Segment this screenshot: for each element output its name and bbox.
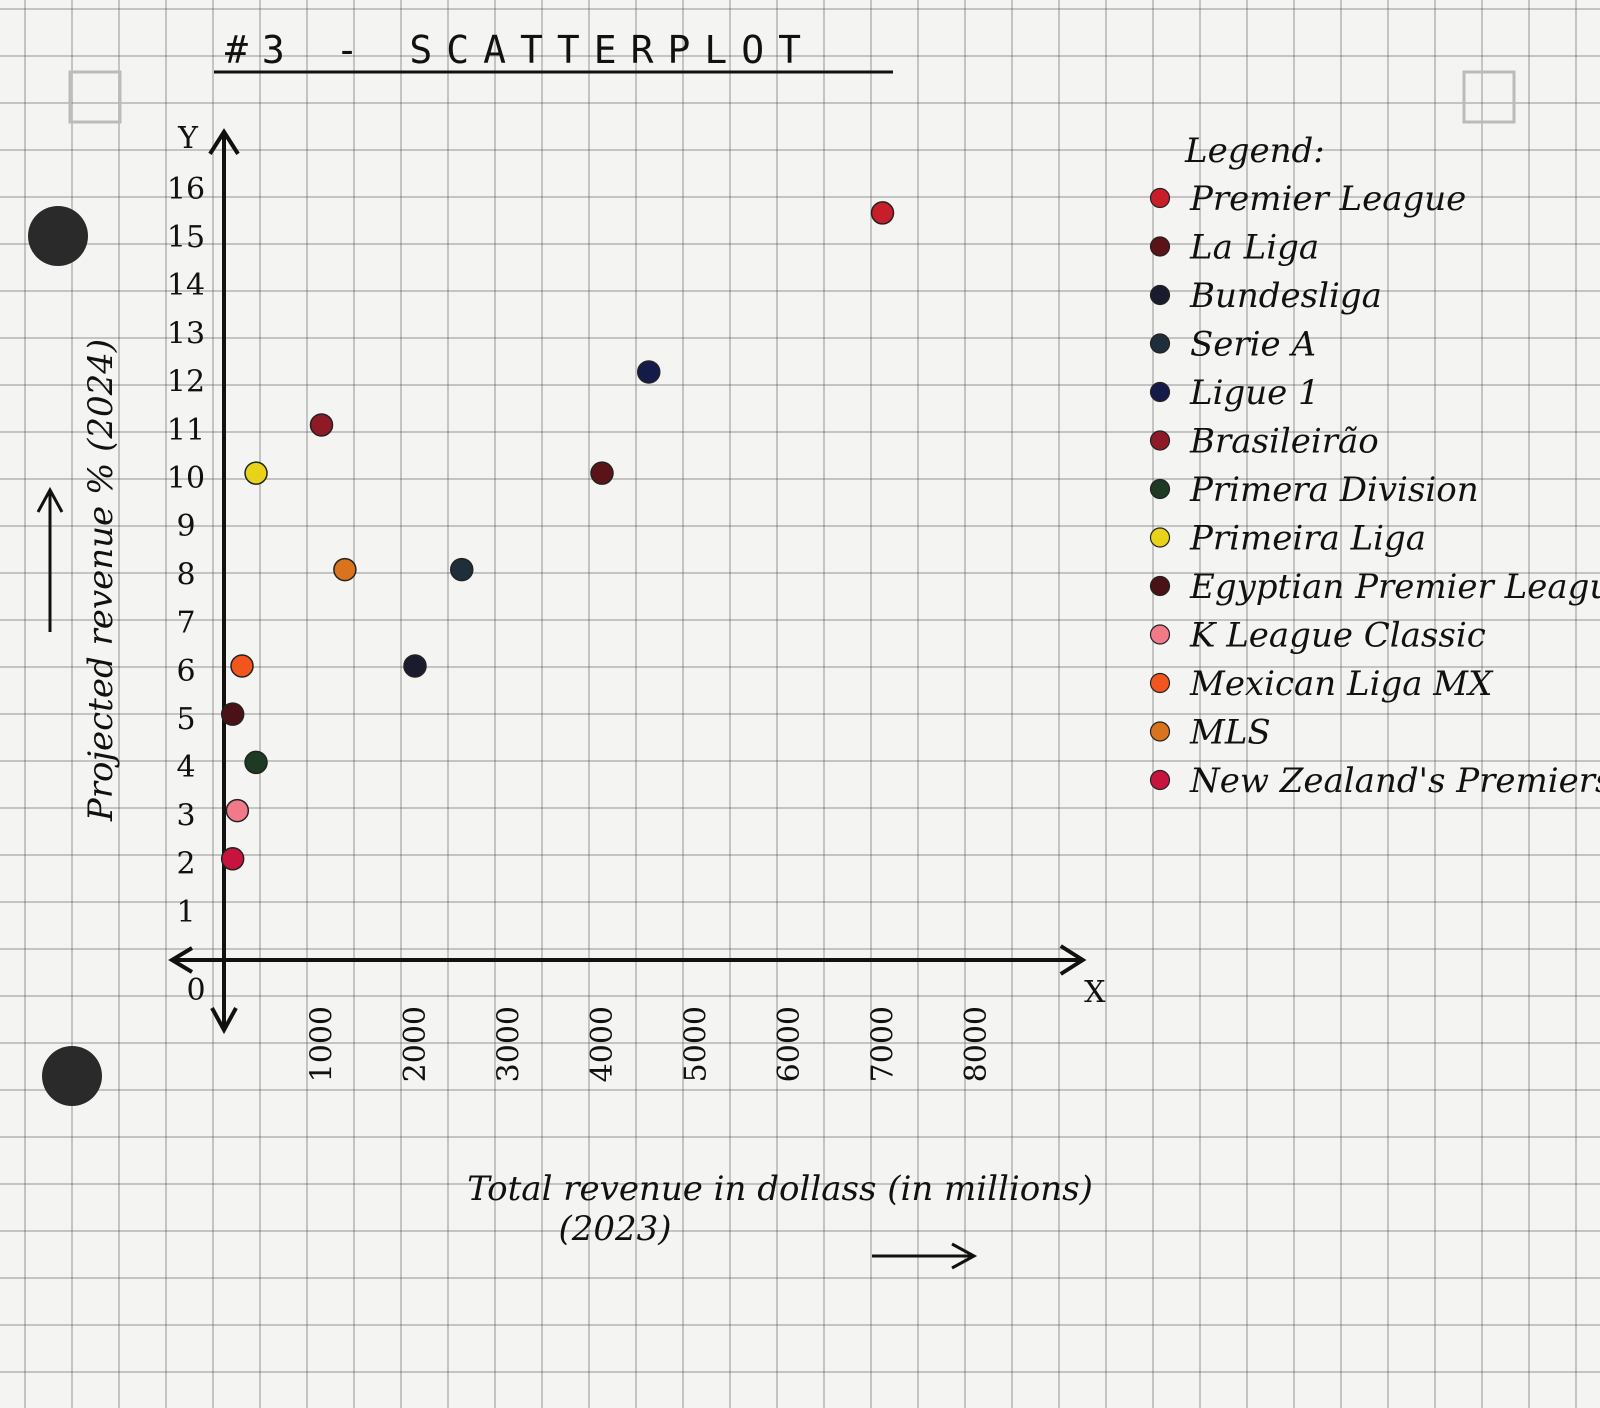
legend-label: MLS [1189,713,1271,753]
legend-marker [1149,381,1171,403]
legend-label: Premier League [1189,179,1466,219]
y-label-arrowhead [36,486,64,513]
y-tick-label: 8 [176,557,195,592]
y-tick-label: 9 [176,509,195,544]
x-tick-label: 1000 [305,1006,340,1082]
axes [168,128,1087,1035]
chart-title: #3 - SCATTERPLOT [225,28,815,72]
legend-marker [1149,721,1171,742]
data-points [220,201,895,871]
legend-marker [1149,187,1171,209]
legend-marker [1149,478,1171,500]
x-axis-end-label: X [1084,975,1106,1010]
legend: Premier League La Liga Bundesliga Serie A Li… [1149,179,1600,801]
y-tick-label: 1 [176,895,195,930]
data-point [230,654,254,678]
y-tick-label: 13 [167,316,205,351]
legend-label: Brasileirão [1189,422,1379,462]
x-tick-label: 4000 [585,1006,620,1082]
legend-marker [1149,769,1171,791]
legend-marker [1149,672,1171,694]
legend-marker [1149,236,1171,257]
legend-label: Egyptian Premier League [1189,567,1600,607]
legend-marker [1149,575,1171,597]
y-tick-label: 6 [176,654,195,689]
origin-label: 0 [186,973,205,1008]
legend-marker [1149,284,1171,306]
legend-marker [1149,624,1171,645]
x-tick-label: 8000 [959,1006,994,1082]
y-tick-label: 12 [167,365,205,400]
legend-label: Serie A [1190,325,1316,365]
y-tick-label: 15 [167,220,205,255]
data-point [870,201,895,225]
notebook-decor [28,70,1516,1106]
x-tick-label: 3000 [492,1006,527,1082]
legend-title: Legend: [1184,131,1325,171]
y-axis-bottom-arrowhead [210,1007,238,1035]
legend-marker [1149,430,1171,451]
y-tick-label: 14 [167,268,205,303]
legend-marker [1149,333,1171,354]
data-point [450,557,474,582]
binder-hole-bottom [42,1046,102,1106]
x-tick-label: 6000 [772,1006,807,1082]
data-point [403,654,427,678]
corner-mark-right [1462,70,1516,124]
data-point [220,702,245,726]
x-tick-label: 2000 [398,1006,433,1082]
y-tick-label: 11 [167,413,205,448]
legend-label: Bundesliga [1189,276,1382,316]
y-tick-label: 3 [176,798,195,833]
y-tick-label: 4 [176,750,195,785]
y-tick-label: 2 [176,847,195,882]
x-axis-arrowhead [1059,944,1087,976]
data-point [244,461,268,485]
data-point [637,360,661,384]
x-tick-label: 7000 [866,1006,901,1082]
y-tick-label: 16 [167,172,205,207]
x-label-arrowhead [951,1242,978,1270]
data-point [590,461,614,485]
data-point [244,750,268,775]
legend-label: K League Classic [1189,616,1486,656]
legend-label: Primeira Liga [1189,519,1426,559]
y-tick-label: 10 [167,461,205,496]
y-axis-end-label: Y [177,121,199,156]
legend-label: Mexican Liga MX [1189,664,1494,704]
tick-labels: 1000 2000 3000 4000 5000 6000 7000 800012345678… [167,121,1106,1082]
legend-label: Primera Division [1189,470,1479,510]
y-axis-arrowhead [208,128,240,155]
y-tick-label: 7 [176,606,195,641]
data-point [220,847,245,871]
y-axis-label: Projected revenue % (2024) [81,339,121,822]
x-axis-label-year: (2023) [558,1209,671,1249]
x-tick-label: 5000 [679,1006,714,1082]
data-point [225,798,250,823]
x-axis-label: Total revenue in dollass (in millions) [467,1169,1093,1209]
x-axis-left-arrowhead [168,946,194,974]
legend-marker [1149,527,1171,548]
legend-label: New Zealand's Premiership [1189,761,1600,801]
data-point [333,557,357,582]
y-tick-label: 5 [176,702,195,737]
legend-label: Ligue 1 [1189,373,1320,413]
data-point [309,413,334,437]
corner-mark-left [68,70,122,124]
legend-label: La Liga [1189,228,1319,268]
binder-hole-top [28,206,88,266]
